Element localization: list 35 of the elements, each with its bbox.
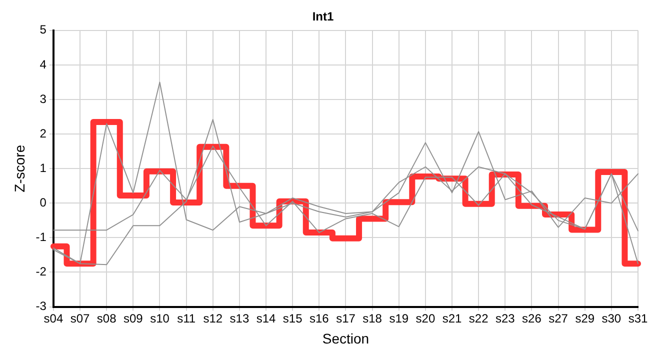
x-tick-label: s23: [495, 311, 516, 326]
y-tick-label: -3: [36, 299, 47, 314]
x-tick-label: s26: [522, 311, 542, 326]
x-tick-label: s09: [124, 311, 144, 326]
y-tick-label: 0: [40, 195, 47, 210]
y-tick-label: 1: [40, 160, 47, 175]
x-axis-title: Section: [322, 330, 370, 346]
x-tick-label: s18: [362, 311, 382, 326]
y-tick-label: 5: [40, 22, 47, 37]
y-tick-label: -2: [36, 264, 47, 279]
x-tick-label: s31: [628, 311, 648, 326]
x-tick-label: s04: [44, 311, 64, 326]
x-tick-label: s22: [468, 311, 489, 326]
chart-title: Int1: [312, 10, 334, 24]
y-tick-label: 3: [40, 92, 47, 106]
x-tick-label: s17: [336, 311, 356, 326]
x-tick-label: s20: [416, 311, 436, 326]
y-tick-label: 4: [40, 57, 47, 72]
x-tick-label: s13: [230, 311, 250, 326]
x-tick-label: s10: [150, 311, 170, 326]
x-tick-label: s14: [256, 311, 276, 326]
x-tick-label: s27: [548, 311, 568, 326]
x-tick-label: s08: [96, 311, 117, 326]
x-tick-label: s11: [177, 311, 196, 326]
x-tick-label: s29: [575, 311, 595, 326]
x-tick-label: s30: [602, 311, 622, 326]
x-tick-label: s21: [442, 311, 462, 326]
x-tick-label: s16: [309, 311, 330, 326]
y-tick-label: -1: [36, 230, 47, 244]
x-tick-label: s15: [282, 311, 303, 326]
x-tick-label: s19: [389, 311, 409, 326]
x-tick-label: s12: [203, 311, 223, 326]
y-axis-title: Z-score: [11, 144, 28, 192]
y-tick-label: 2: [40, 126, 47, 140]
x-tick-label: s07: [70, 311, 90, 326]
